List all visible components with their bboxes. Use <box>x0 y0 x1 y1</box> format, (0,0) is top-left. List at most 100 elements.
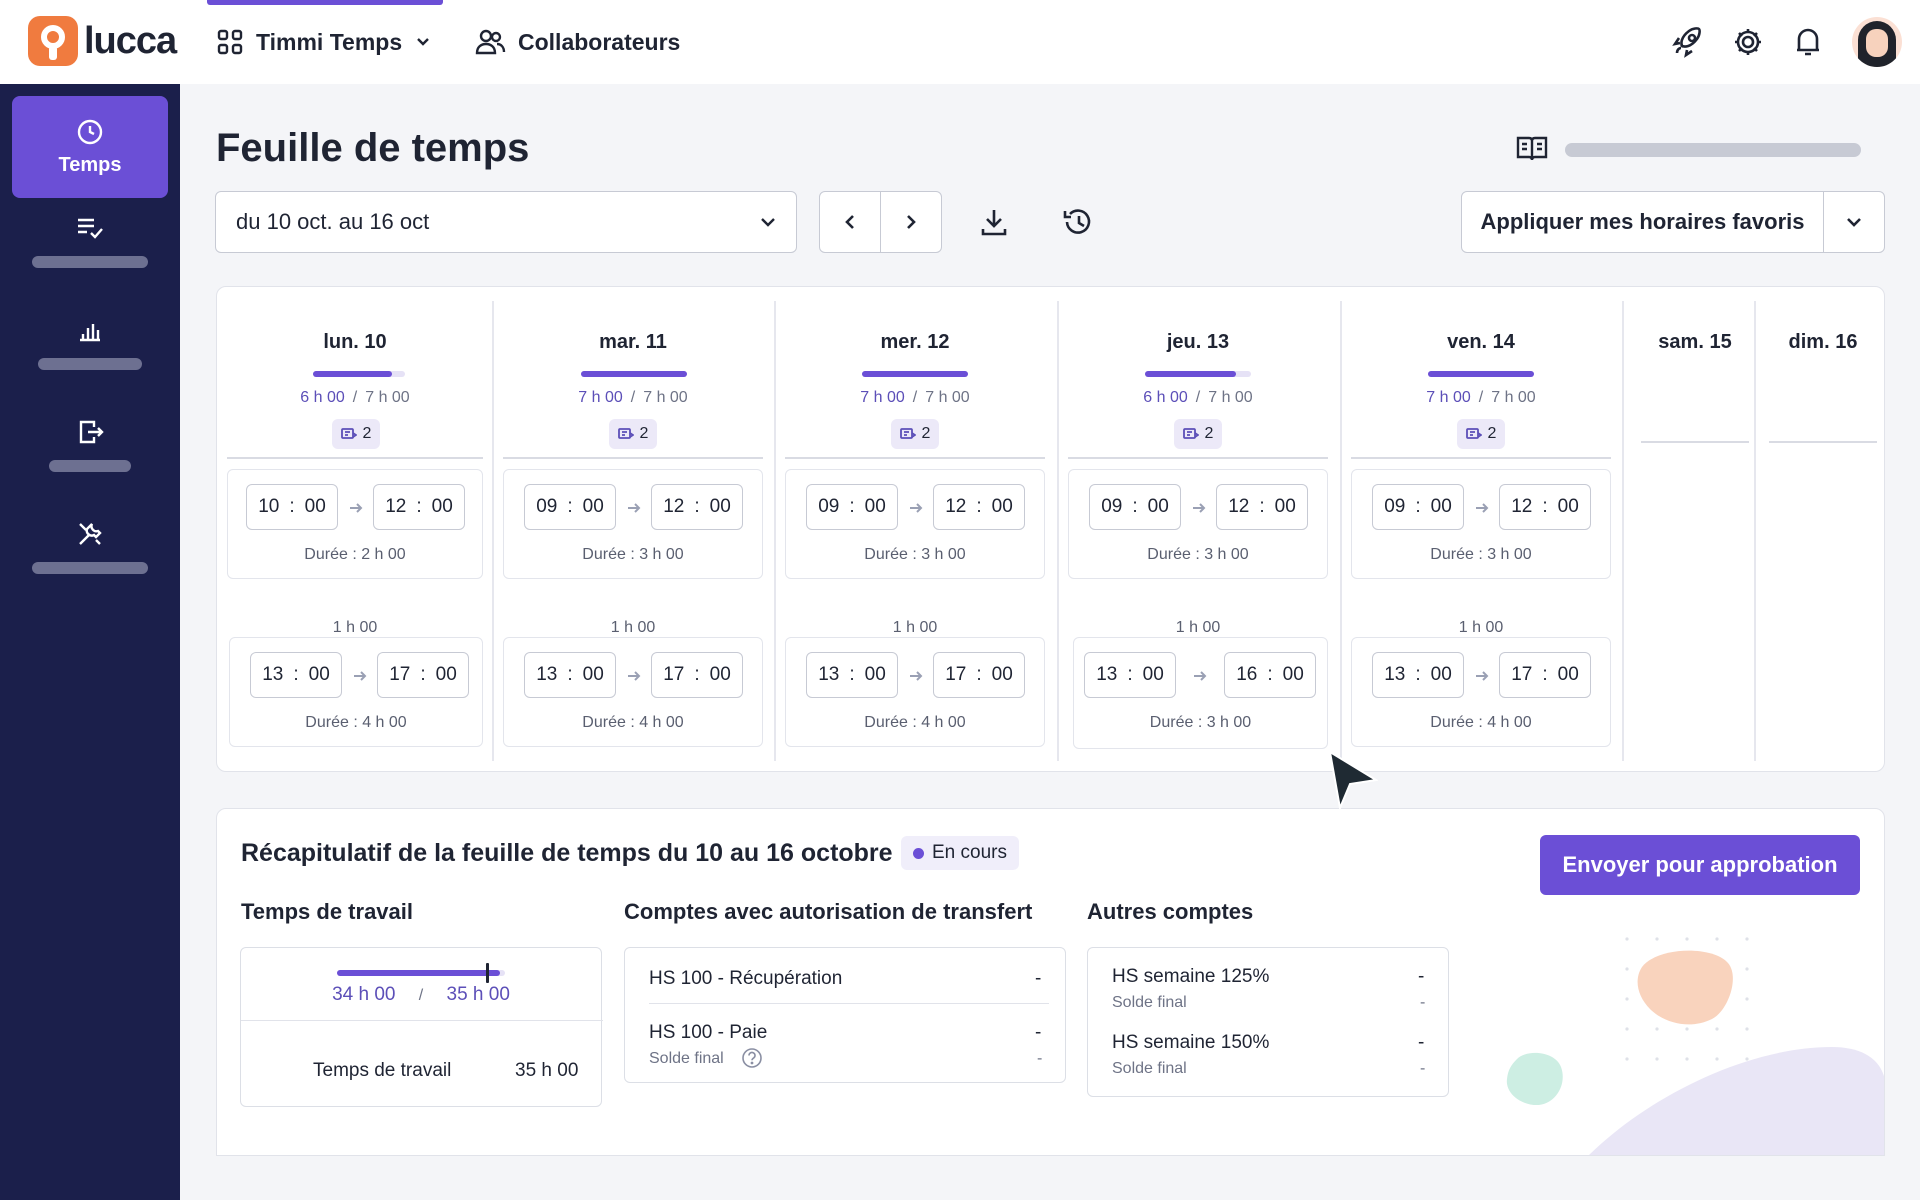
gear-icon[interactable] <box>1718 16 1778 68</box>
start-time-input[interactable]: 13:00 <box>250 652 342 698</box>
app-switcher[interactable]: Timmi Temps <box>216 22 430 62</box>
bar-chart-icon <box>80 324 100 342</box>
rocket-icon[interactable] <box>1658 16 1718 68</box>
day-separator <box>774 301 776 761</box>
user-avatar[interactable] <box>1852 17 1902 67</box>
time-slot: 13:00 17:00 Durée : 4 h 00 <box>503 637 763 747</box>
start-time-input[interactable]: 09:00 <box>524 484 616 530</box>
work-progress <box>337 963 505 983</box>
end-time-input[interactable]: 12:00 <box>1499 484 1591 530</box>
end-time-input[interactable]: 16:00 <box>1224 652 1316 698</box>
export-icon <box>79 420 104 444</box>
mouse-cursor-icon <box>1328 750 1378 812</box>
end-time-input[interactable]: 17:00 <box>377 652 469 698</box>
time-slot: 09:00 12:00 Durée : 3 h 00 <box>503 469 763 579</box>
time-slot: 09:00 12:00 Durée : 3 h 00 <box>1351 469 1611 579</box>
apply-favorite-dropdown[interactable] <box>1824 192 1884 252</box>
divider <box>241 1020 603 1021</box>
sidebar-item-tasks[interactable] <box>12 214 168 304</box>
account-sub-value: - <box>1037 1050 1043 1067</box>
day-separator <box>492 301 494 761</box>
transfer-accounts-heading: Comptes avec autorisation de transfert <box>624 899 1033 924</box>
arrow-right-icon <box>1476 671 1489 681</box>
bell-icon[interactable] <box>1778 16 1838 68</box>
apply-favorite-button[interactable]: Appliquer mes horaires favoris <box>1462 192 1824 252</box>
work-time-value: 35 h 00 <box>515 1060 579 1081</box>
question-icon[interactable] <box>741 1047 763 1069</box>
send-for-approval-button[interactable]: Envoyer pour approbation <box>1540 835 1860 895</box>
day-name: mar. 11 <box>599 331 667 353</box>
day-progress <box>1145 371 1251 377</box>
app-switcher-label: Timmi Temps <box>256 28 403 55</box>
start-time-input[interactable]: 13:00 <box>1084 652 1176 698</box>
slot-duration: Durée : 3 h 00 <box>1147 546 1249 563</box>
header-placeholder <box>1565 143 1861 157</box>
slot-duration: Durée : 4 h 00 <box>864 714 966 731</box>
day-badge[interactable]: 2 <box>332 419 380 449</box>
slot-duration: Durée : 3 h 00 <box>1430 546 1532 563</box>
slot-duration: Durée : 3 h 00 <box>864 546 966 563</box>
end-time-input[interactable]: 17:00 <box>651 652 743 698</box>
pause-duration: 1 h 00 <box>1458 619 1504 636</box>
start-time-input[interactable]: 09:00 <box>806 484 898 530</box>
sidebar-item-temps[interactable]: Temps <box>12 96 168 198</box>
next-week-button[interactable] <box>881 192 941 252</box>
pause-duration: 1 h 00 <box>892 619 938 636</box>
start-time-input[interactable]: 10:00 <box>246 484 338 530</box>
day-badge[interactable]: 2 <box>891 419 939 449</box>
arrow-right-icon <box>910 671 923 681</box>
decorative-illustration <box>1506 937 1884 1155</box>
chevron-left-icon <box>845 215 854 229</box>
day-name: sam. 15 <box>1658 331 1732 353</box>
day-badge[interactable]: 2 <box>609 419 657 449</box>
arrow-right-icon <box>910 503 923 513</box>
start-time-input[interactable]: 13:00 <box>524 652 616 698</box>
day-badge[interactable]: 2 <box>1174 419 1222 449</box>
day-badge[interactable]: 2 <box>1457 419 1505 449</box>
start-time-input[interactable]: 09:00 <box>1372 484 1464 530</box>
sidebar-item-reports[interactable] <box>12 316 168 406</box>
account-value: - <box>1418 1032 1425 1053</box>
period-select[interactable]: du 10 oct. au 16 oct <box>215 191 797 253</box>
pause-duration: 1 h 00 <box>1175 619 1221 636</box>
end-time-input[interactable]: 12:00 <box>373 484 465 530</box>
sidebar-item-export[interactable] <box>12 418 168 508</box>
other-accounts-heading: Autres comptes <box>1087 899 1254 924</box>
start-time-input[interactable]: 13:00 <box>806 652 898 698</box>
end-time-input[interactable]: 17:00 <box>933 652 1025 698</box>
book-icon[interactable] <box>1515 134 1549 169</box>
previous-week-button[interactable] <box>820 192 881 252</box>
account-label: HS 100 - Paie <box>649 1022 768 1043</box>
start-time-input[interactable]: 09:00 <box>1089 484 1181 530</box>
collaborateurs-link[interactable]: Collaborateurs <box>474 22 680 62</box>
download-button[interactable] <box>970 198 1018 246</box>
day-name: dim. 16 <box>1788 331 1858 353</box>
day-hours: 6 h 00/7 h 00 <box>1143 389 1253 406</box>
history-button[interactable] <box>1054 198 1102 246</box>
work-time-label: Temps de travail <box>313 1060 452 1081</box>
top-bar: lucca Timmi Temps Collaborateurs <box>0 0 1920 84</box>
end-time-input[interactable]: 12:00 <box>651 484 743 530</box>
end-time-input[interactable]: 12:00 <box>933 484 1025 530</box>
day-hours: 7 h 00/7 h 00 <box>860 389 970 406</box>
sidebar-label-placeholder <box>38 358 142 370</box>
end-time-input[interactable]: 17:00 <box>1499 652 1591 698</box>
tools-icon <box>79 523 102 545</box>
work-hours: 34 h 00 / 35 h 00 <box>332 984 510 1005</box>
account-label: HS semaine 125% <box>1112 966 1270 987</box>
lucca-logo[interactable]: lucca <box>28 16 177 66</box>
day-column-friday: ven. 14 7 h 00/7 h 00 2 09:00 12:00 Duré… <box>1351 301 1611 761</box>
arrow-right-icon <box>1476 503 1489 513</box>
sidebar-item-tools[interactable] <box>12 520 168 610</box>
work-progress-fill <box>337 970 501 976</box>
work-time-heading: Temps de travail <box>241 899 413 924</box>
summary-title: Récapitulatif de la feuille de temps du … <box>241 839 893 867</box>
period-select-value: du 10 oct. au 16 oct <box>236 209 430 234</box>
start-time-input[interactable]: 13:00 <box>1372 652 1464 698</box>
account-sub-value: - <box>1420 1060 1426 1077</box>
time-slot: 13:00 16:00 Durée : 3 h 00 <box>1073 637 1328 749</box>
end-time-input[interactable]: 12:00 <box>1216 484 1308 530</box>
day-separator <box>1622 301 1624 761</box>
day-column-tuesday: mar. 11 7 h 00/7 h 00 2 09:00 12:00 Duré… <box>503 301 763 761</box>
arrow-right-icon <box>350 503 363 513</box>
